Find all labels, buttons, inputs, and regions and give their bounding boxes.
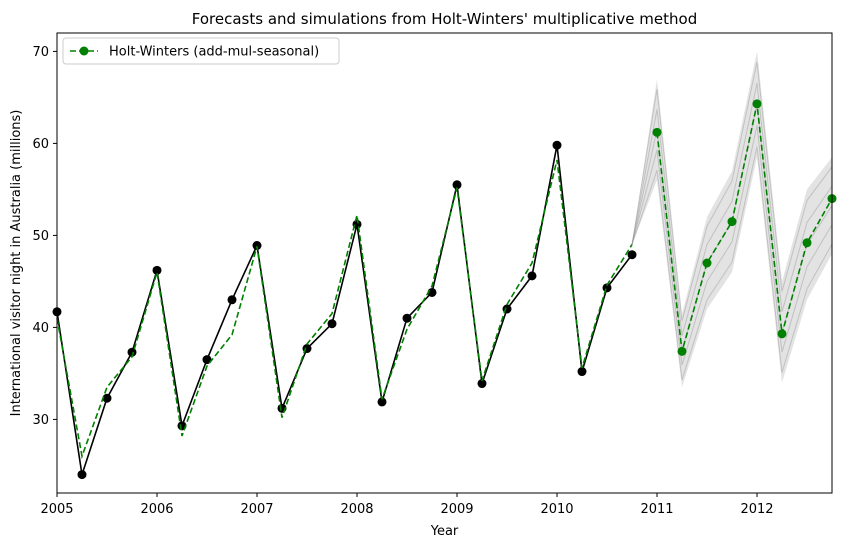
forecast-point	[777, 329, 787, 339]
observed-point	[627, 250, 637, 260]
observed-point	[527, 271, 537, 281]
x-tick-label: 2011	[640, 502, 673, 517]
observed-point	[477, 379, 487, 389]
y-tick-label: 70	[32, 45, 49, 60]
forecast-line	[656, 103, 833, 352]
simulation-path	[631, 125, 833, 366]
y-tick-label: 30	[32, 413, 49, 428]
x-tick-label: 2006	[140, 502, 173, 517]
x-tick-label: 2010	[540, 502, 573, 517]
x-tick-label: 2008	[340, 502, 373, 517]
forecast-point	[652, 127, 662, 137]
observed-point	[227, 295, 237, 305]
observed-point	[552, 140, 562, 150]
observed-point	[202, 355, 212, 365]
fitted-line	[56, 159, 633, 460]
simulation-path	[631, 61, 833, 322]
forecast-point	[752, 99, 762, 109]
forecast-series	[652, 99, 837, 356]
y-tick-label: 40	[32, 321, 49, 336]
forecast-point	[727, 217, 737, 227]
forecast-point	[802, 238, 812, 248]
x-tick-label: 2012	[740, 502, 773, 517]
legend-label: Holt-Winters (add-mul-seasonal)	[109, 45, 319, 60]
fitted-series	[56, 159, 633, 460]
chart-title: Forecasts and simulations from Holt-Wint…	[192, 10, 697, 28]
x-axis-label: Year	[430, 524, 459, 539]
plot-frame	[56, 32, 833, 494]
x-tick-label: 2007	[240, 502, 273, 517]
legend: Holt-Winters (add-mul-seasonal)	[62, 37, 340, 65]
x-tick-label: 2009	[440, 502, 473, 517]
y-axis-ticks: 30 40 50 60 70	[32, 45, 57, 428]
observed-point	[252, 241, 262, 251]
x-axis-ticks: 2005 2006 2007 2008 2009 2010 2011 2012	[40, 493, 774, 517]
y-axis-label: International visitor night in Australia…	[9, 110, 24, 417]
observed-point	[77, 470, 87, 480]
legend-marker	[79, 46, 89, 56]
observed-point	[452, 180, 462, 190]
simulation-path	[631, 82, 833, 336]
x-tick-label: 2005	[40, 502, 73, 517]
forecast-point	[702, 258, 712, 268]
y-tick-label: 50	[32, 229, 49, 244]
simulation-path	[631, 146, 833, 380]
observed-point	[577, 367, 587, 377]
legend-box	[62, 37, 340, 65]
observed-point	[127, 347, 137, 357]
observed-point	[402, 313, 412, 323]
observed-point	[102, 393, 112, 403]
y-tick-label: 60	[32, 137, 49, 152]
observed-point	[152, 265, 162, 275]
forecast-point	[677, 346, 687, 356]
observed-line	[56, 145, 633, 475]
observed-point	[327, 319, 337, 329]
observed-point	[377, 397, 387, 407]
